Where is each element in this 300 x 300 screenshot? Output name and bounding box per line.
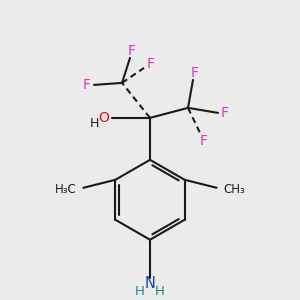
Text: F: F xyxy=(221,106,229,120)
Text: F: F xyxy=(128,44,136,58)
Text: F: F xyxy=(200,134,208,148)
Text: H: H xyxy=(89,117,99,130)
Text: F: F xyxy=(83,78,91,92)
Text: F: F xyxy=(147,57,155,71)
Text: H: H xyxy=(135,285,145,298)
Text: CH₃: CH₃ xyxy=(224,183,245,196)
Text: N: N xyxy=(145,276,155,291)
Text: O: O xyxy=(99,111,110,125)
Text: F: F xyxy=(191,66,199,80)
Text: H₃C: H₃C xyxy=(55,183,76,196)
Text: H: H xyxy=(155,285,165,298)
